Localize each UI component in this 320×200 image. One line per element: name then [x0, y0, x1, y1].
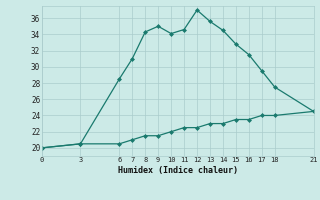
- X-axis label: Humidex (Indice chaleur): Humidex (Indice chaleur): [118, 166, 237, 175]
